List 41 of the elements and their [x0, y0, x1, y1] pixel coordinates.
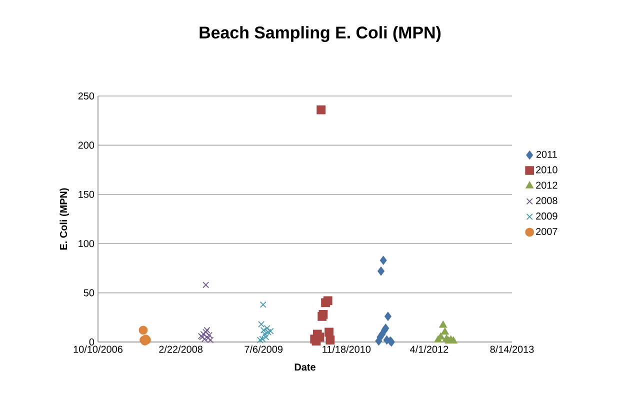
y-tick-label: 150 — [78, 190, 94, 198]
y-tick-label: 200 — [78, 142, 94, 149]
x-axis-title: Date — [294, 364, 316, 371]
point — [261, 330, 268, 338]
point — [258, 321, 265, 328]
point — [316, 105, 326, 114]
point — [441, 328, 449, 335]
y-tick-label: 0 — [89, 338, 94, 346]
x-tick-label: 2/22/2008 — [159, 346, 203, 353]
legend-label: 2009 — [536, 212, 558, 220]
point — [439, 320, 448, 328]
point — [202, 328, 210, 336]
chart-title: Beach Sampling E. Coli (MPN) — [200, 26, 441, 42]
x-tick-label: 7/6/2009 — [244, 346, 283, 353]
legend-label: 2012 — [536, 182, 558, 189]
legend-label: 2007 — [536, 228, 558, 236]
legend-label: 2010 — [536, 166, 558, 174]
point — [260, 301, 266, 308]
point — [324, 328, 334, 337]
point — [326, 336, 335, 344]
point — [259, 336, 266, 342]
point — [204, 326, 210, 334]
legend-label: 2008 — [536, 197, 558, 204]
y-axis-title: E. Coli (MPN) — [60, 188, 70, 250]
point — [323, 296, 332, 306]
y-tick-label: 50 — [84, 289, 94, 296]
point — [378, 266, 384, 276]
legend-label: 2011 — [536, 150, 557, 158]
y-tick-label: 250 — [78, 92, 94, 100]
point — [202, 282, 210, 288]
y-tick-label: 100 — [78, 240, 94, 248]
point — [384, 312, 392, 321]
x-tick-label: 10/10/2006 — [74, 346, 122, 353]
point — [138, 326, 148, 335]
x-tick-label: 4/1/2012 — [410, 346, 448, 353]
point — [264, 324, 270, 332]
x-tick-label: 8/14/2013 — [490, 346, 534, 353]
point — [262, 334, 270, 340]
point — [380, 256, 387, 265]
point — [256, 336, 264, 344]
x-tick-label: 11/18/2010 — [322, 346, 371, 353]
